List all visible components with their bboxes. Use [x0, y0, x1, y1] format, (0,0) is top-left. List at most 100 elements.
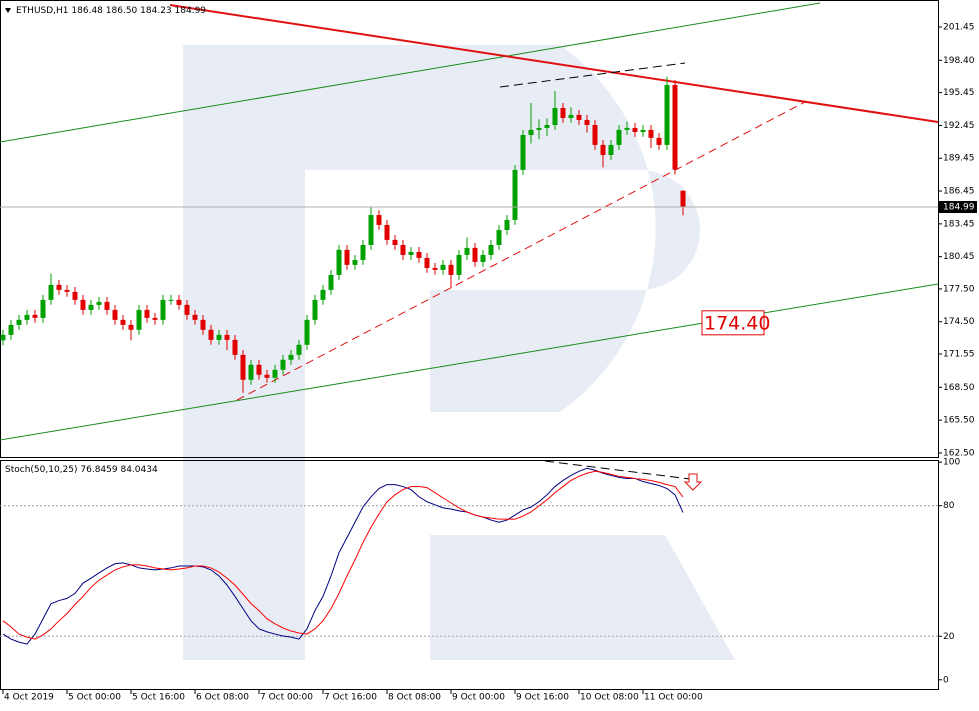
candle-body [288, 354, 294, 360]
candle-body [352, 259, 358, 265]
candle-body [32, 314, 38, 318]
candle-body [472, 247, 478, 262]
candle-body [600, 144, 606, 155]
candle-body [512, 169, 518, 220]
candle-body [640, 129, 646, 132]
candle-body [96, 301, 102, 305]
x-tick-label: 7 Oct 00:00 [260, 693, 313, 703]
candle-body [256, 364, 262, 375]
candle-body [536, 127, 542, 130]
candle-body [224, 334, 230, 340]
candle-body [504, 219, 510, 230]
y-tick-label: 80 [943, 501, 955, 511]
candle-body [400, 244, 406, 255]
main-frame [0, 0, 939, 458]
candle-body [448, 264, 454, 275]
annotation-box [701, 310, 765, 336]
candle-body [408, 251, 414, 255]
candle-body [184, 304, 190, 315]
low-label: 184.23 [140, 6, 172, 16]
x-tick-label: 9 Oct 00:00 [452, 693, 505, 703]
candle-body [496, 229, 502, 245]
stoch-line [2, 470, 684, 640]
candle-body [328, 274, 334, 290]
candle-body [544, 124, 550, 128]
candle-body [208, 329, 214, 340]
candle-body [552, 107, 558, 125]
candle-body [608, 144, 614, 155]
candle-body [168, 299, 174, 301]
candle-body [592, 124, 598, 145]
candle-body [0, 334, 6, 341]
candle-body [560, 107, 566, 118]
candle-body [232, 339, 238, 355]
candle-body [240, 354, 246, 380]
y-tick-label: 177.50 [943, 284, 975, 294]
candle-body [648, 129, 654, 138]
candle-body [144, 309, 150, 318]
candle-body [8, 324, 14, 335]
y-tick-label: 192.45 [943, 121, 975, 131]
candle-body [520, 134, 526, 170]
candle-body [296, 344, 302, 355]
candle-body [24, 314, 30, 320]
y-tick-label: 0 [943, 675, 949, 685]
annotation-label: 174.40 [704, 312, 770, 334]
stoch-signal-value: 84.0434 [120, 465, 157, 475]
candle-body [456, 254, 462, 275]
y-tick-label: 183.45 [943, 219, 975, 229]
y-tick-label: 174.50 [943, 317, 975, 327]
candle-body [48, 284, 54, 300]
candle-body [120, 319, 126, 325]
candle-body [576, 114, 582, 120]
candle-body [264, 374, 270, 378]
candle-body [424, 257, 430, 268]
candle-body [128, 324, 134, 330]
candle-body [568, 114, 574, 118]
candle-body [280, 359, 286, 370]
candle-body [528, 129, 534, 135]
candle-body [272, 369, 278, 378]
x-tick-label: 5 Oct 00:00 [68, 693, 121, 703]
candle-body [176, 299, 182, 305]
candle-body [16, 319, 22, 325]
candle-body [376, 214, 382, 225]
stoch-title: Stoch(50,10,25) [5, 465, 78, 475]
x-tick-label: 6 Oct 08:00 [196, 693, 249, 703]
candle-body [56, 284, 62, 290]
candle-body [304, 319, 310, 345]
candle-body [360, 244, 366, 260]
candle-body [584, 119, 590, 125]
candle-body [320, 289, 326, 300]
candle-body [416, 251, 422, 258]
candle-body [440, 264, 446, 270]
stoch-line [2, 467, 684, 645]
watermark-leg [430, 535, 735, 660]
candle-body [368, 214, 374, 245]
candle-body [432, 267, 438, 270]
candle-body [64, 289, 70, 292]
support-line [236, 101, 806, 401]
y-tick-label: 162.50 [943, 448, 975, 458]
x-tick-label: 9 Oct 16:00 [516, 693, 569, 703]
candle-body [216, 334, 222, 340]
candle-body [336, 249, 342, 275]
candle-body [480, 254, 486, 262]
candle-body [664, 84, 670, 145]
x-tick-label: 7 Oct 16:00 [324, 693, 377, 703]
y-tick-label: 165.50 [943, 416, 975, 426]
candle-body [88, 304, 94, 310]
high-label: 186.50 [106, 6, 138, 16]
candle-body [392, 239, 398, 245]
y-tick-label: 168.50 [943, 383, 975, 393]
y-tick-label: 171.55 [943, 349, 975, 359]
y-tick-label: 180.45 [943, 252, 975, 262]
candle-body [200, 319, 206, 330]
candle-body [136, 309, 142, 330]
x-tick-label: 5 Oct 16:00 [132, 693, 185, 703]
y-tick-label: 198.40 [943, 56, 975, 66]
candle-body [656, 137, 662, 145]
candle-body [112, 309, 118, 320]
